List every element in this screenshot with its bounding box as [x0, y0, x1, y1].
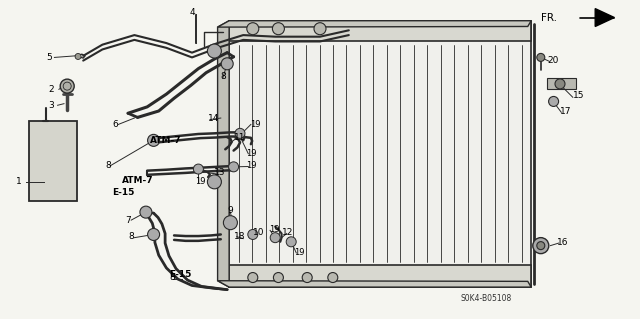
- Circle shape: [537, 53, 545, 62]
- Text: FR.: FR.: [541, 12, 557, 23]
- Text: 20: 20: [547, 56, 559, 65]
- Text: 8: 8: [106, 161, 111, 170]
- Text: 4: 4: [189, 8, 195, 17]
- Text: 14: 14: [208, 114, 220, 122]
- Text: 2: 2: [48, 85, 54, 94]
- Polygon shape: [595, 9, 614, 26]
- Circle shape: [148, 228, 159, 241]
- FancyBboxPatch shape: [229, 265, 531, 287]
- Circle shape: [207, 44, 221, 58]
- Text: 3: 3: [48, 101, 54, 110]
- FancyBboxPatch shape: [29, 121, 77, 201]
- Text: 17: 17: [560, 107, 572, 116]
- Circle shape: [302, 272, 312, 283]
- Circle shape: [140, 206, 152, 218]
- Text: 8: 8: [128, 232, 134, 241]
- Polygon shape: [229, 21, 531, 287]
- Text: 19: 19: [269, 225, 279, 234]
- Text: 11: 11: [234, 133, 245, 142]
- Text: 19: 19: [246, 161, 257, 170]
- Text: 15: 15: [573, 91, 584, 100]
- Text: 16: 16: [557, 238, 568, 247]
- Circle shape: [314, 23, 326, 35]
- Circle shape: [247, 23, 259, 35]
- FancyBboxPatch shape: [229, 21, 531, 41]
- Text: 6: 6: [112, 120, 118, 129]
- Circle shape: [75, 54, 81, 59]
- Circle shape: [221, 58, 233, 70]
- Circle shape: [228, 162, 239, 172]
- Text: 18: 18: [234, 232, 245, 241]
- Text: 5: 5: [46, 53, 52, 62]
- Polygon shape: [218, 281, 531, 287]
- Circle shape: [286, 237, 296, 247]
- Circle shape: [235, 128, 245, 138]
- Polygon shape: [547, 78, 576, 89]
- Circle shape: [537, 241, 545, 250]
- Text: E-15: E-15: [170, 270, 192, 279]
- Circle shape: [555, 79, 565, 89]
- Text: 1: 1: [16, 177, 22, 186]
- Circle shape: [548, 96, 559, 107]
- Circle shape: [273, 23, 284, 35]
- Text: 19: 19: [250, 120, 260, 129]
- Text: 12: 12: [282, 228, 293, 237]
- Circle shape: [60, 79, 74, 93]
- Polygon shape: [218, 21, 229, 287]
- Circle shape: [248, 229, 258, 240]
- Text: 19: 19: [195, 177, 205, 186]
- Text: ATM-7: ATM-7: [122, 176, 153, 185]
- Text: 13: 13: [214, 168, 226, 177]
- Text: E-15: E-15: [112, 189, 134, 197]
- Text: 19: 19: [246, 149, 257, 158]
- Circle shape: [207, 175, 221, 189]
- Text: 10: 10: [253, 228, 264, 237]
- Text: 19: 19: [294, 248, 305, 256]
- Circle shape: [248, 272, 258, 283]
- Polygon shape: [218, 21, 531, 27]
- Text: 8: 8: [221, 72, 227, 81]
- Circle shape: [270, 233, 280, 243]
- Text: 8: 8: [170, 273, 175, 282]
- Circle shape: [328, 272, 338, 283]
- Circle shape: [193, 164, 204, 174]
- Text: ATM-7: ATM-7: [150, 136, 182, 145]
- Text: S0K4-B05108: S0K4-B05108: [461, 294, 512, 303]
- Circle shape: [223, 216, 237, 230]
- Text: 9: 9: [227, 206, 233, 215]
- Circle shape: [273, 272, 284, 283]
- Text: 7: 7: [125, 216, 131, 225]
- Circle shape: [532, 238, 548, 254]
- Circle shape: [148, 134, 159, 146]
